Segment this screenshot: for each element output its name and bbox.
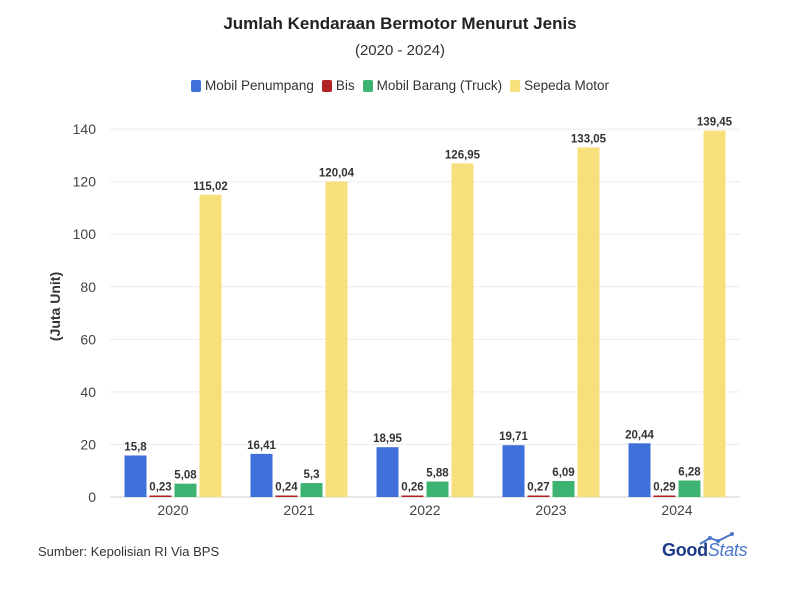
data-label: 0,24: [275, 482, 298, 494]
bar: [174, 483, 197, 497]
y-tick-label: 120: [73, 174, 97, 190]
y-tick-label: 140: [73, 121, 97, 137]
y-tick-label: 60: [80, 331, 96, 347]
bar: [325, 181, 348, 498]
y-tick-label: 20: [80, 436, 96, 452]
x-tick-label: 2022: [409, 502, 440, 518]
x-tick-label: 2024: [661, 502, 692, 518]
bar: [401, 495, 424, 497]
x-tick-label: 2021: [283, 502, 314, 518]
data-label: 5,08: [174, 470, 197, 482]
bar: [502, 445, 525, 497]
y-axis-label: (Juta Unit): [47, 272, 63, 341]
legend-swatch: [321, 79, 332, 92]
bar: [678, 480, 701, 497]
legend-item[interactable]: Mobil Penumpang: [191, 78, 314, 93]
bar: [451, 163, 474, 498]
bar: [552, 480, 575, 497]
data-label: 6,28: [678, 466, 701, 478]
data-label: 120,04: [319, 168, 355, 180]
legend-item[interactable]: Sepeda Motor: [510, 78, 609, 93]
data-label: 15,8: [124, 441, 147, 453]
source-note: Sumber: Kepolisian RI Via BPS: [38, 544, 220, 559]
bar: [300, 483, 323, 497]
legend-label: Bis: [335, 78, 355, 93]
legend-label: Mobil Barang (Truck): [376, 78, 503, 93]
legend: Mobil Penumpang Bis Mobil Barang (Truck) Se…: [0, 78, 800, 93]
data-label: 139,45: [697, 117, 733, 129]
data-label: 18,95: [373, 433, 402, 445]
bar: [628, 443, 651, 497]
brand-stats: Stats: [707, 540, 748, 560]
y-tick-label: 80: [80, 279, 96, 295]
bar: [703, 130, 726, 497]
y-tick-label: 0: [88, 489, 96, 505]
data-label: 115,02: [193, 181, 228, 193]
legend-item[interactable]: Mobil Barang (Truck): [362, 78, 503, 93]
brand-good: Good: [662, 540, 708, 560]
legend-swatch: [362, 79, 373, 92]
x-tick-label: 2020: [157, 502, 188, 518]
data-label: 5,88: [426, 468, 449, 480]
data-label: 6,09: [552, 467, 574, 479]
data-label: 126,95: [445, 149, 481, 161]
data-label: 0,23: [149, 482, 171, 494]
legend-swatch: [510, 79, 521, 92]
legend-item[interactable]: Bis: [321, 78, 355, 93]
chart-title: Jumlah Kendaraan Bermotor Menurut Jenis: [223, 14, 577, 33]
legend-label: Sepeda Motor: [524, 78, 609, 93]
trend-spark-icon: [699, 532, 734, 545]
legend-swatch: [191, 79, 202, 92]
y-tick-label: 100: [73, 226, 97, 242]
bar: [426, 481, 449, 497]
bar: [527, 495, 550, 497]
data-label: 19,71: [499, 431, 528, 443]
goodstats-logo: GoodStats: [662, 532, 748, 561]
bar: [653, 495, 676, 497]
x-tick-label: 2023: [535, 502, 566, 518]
data-label: 0,29: [653, 482, 675, 494]
bar: [199, 194, 222, 498]
data-label: 20,44: [625, 429, 654, 441]
legend-label: Mobil Penumpang: [205, 78, 314, 93]
bar: [149, 495, 172, 497]
bar: [250, 453, 273, 497]
data-label: 133,05: [571, 133, 607, 145]
bar: [577, 147, 600, 497]
bar: [124, 455, 147, 497]
data-label: 0,26: [401, 482, 423, 494]
data-label: 0,27: [527, 482, 549, 494]
y-tick-label: 40: [80, 384, 96, 400]
bar: [376, 447, 399, 497]
data-label: 16,41: [247, 440, 276, 452]
bar: [275, 495, 298, 497]
chart-subtitle: (2020 - 2024): [354, 42, 446, 59]
data-label: 5,3: [304, 469, 320, 481]
